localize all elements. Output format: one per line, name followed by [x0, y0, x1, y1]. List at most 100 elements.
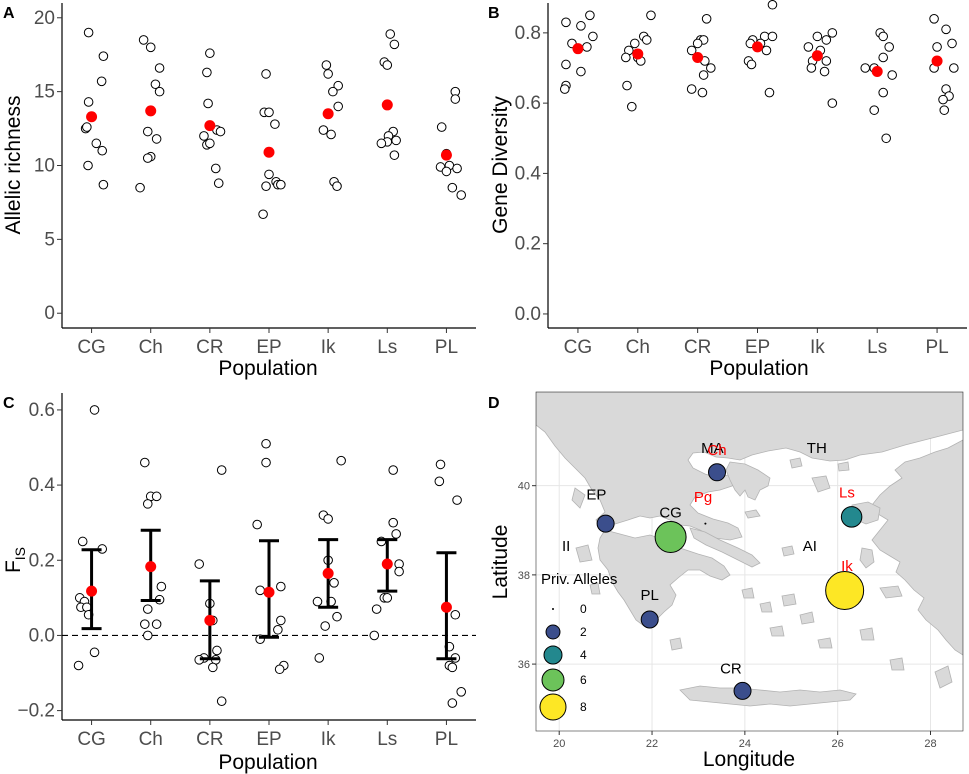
data-point-cg — [83, 160, 93, 171]
data-point-pl — [447, 182, 458, 193]
site-marker-ch — [708, 463, 727, 482]
data-point-pl — [941, 24, 951, 35]
data-point-cr — [701, 14, 712, 24]
y-tick-label: 0.8 — [515, 23, 541, 44]
mean-point-ep — [263, 586, 275, 598]
map-legend: Priv. Alleles 0 2 4 6 8 — [539, 571, 617, 721]
data-point-ls — [388, 517, 399, 528]
legend-label-6: 6 — [580, 673, 587, 687]
mean-point-ls — [381, 558, 393, 570]
data-point-cg — [98, 51, 109, 61]
site-marker-ik — [825, 570, 865, 610]
site-marker-ep — [596, 514, 615, 533]
mean-point-cr — [204, 614, 216, 626]
data-point-ch — [621, 52, 631, 63]
mean-point-ch — [145, 105, 157, 117]
site-label-pl: PL — [641, 587, 659, 604]
data-point-ls — [391, 135, 401, 146]
y-tick-label: 10 — [34, 156, 55, 177]
data-point-ik — [806, 63, 817, 73]
data-point-ep — [261, 69, 271, 79]
cyclades-6 — [817, 637, 833, 649]
panel-d-x-axis-title: Longitude — [703, 748, 795, 771]
data-point-ik — [821, 56, 832, 66]
region-label-ii: II — [562, 538, 570, 555]
mean-point-pl — [440, 149, 452, 161]
site-marker-ls — [840, 506, 863, 528]
data-point-ep — [764, 87, 775, 98]
x-tick-label-pl: PL — [435, 729, 458, 750]
data-point-ik — [812, 31, 823, 42]
data-point-cr — [194, 559, 205, 569]
data-point-ch — [629, 38, 640, 49]
y-tick-label: 0.4 — [515, 163, 542, 184]
data-point-ep — [761, 45, 772, 56]
panel-c-y-axis-title: FIS — [2, 547, 28, 573]
data-point-ls — [394, 566, 404, 577]
panel-label-d: D — [488, 395, 500, 412]
x-tick-label-pl: PL — [925, 337, 948, 358]
x-tick-label-ls: Ls — [377, 337, 397, 358]
data-point-ls — [385, 29, 396, 39]
data-point-pl — [450, 94, 461, 104]
site-label-pg: Pg — [694, 489, 712, 506]
data-point-ik — [336, 455, 346, 466]
data-point-ep — [264, 169, 274, 180]
data-point-cr — [205, 138, 215, 149]
data-point-cg — [561, 17, 571, 28]
x-tick-label-cr: CR — [196, 337, 223, 358]
data-point-pl — [435, 459, 446, 470]
map-frame — [535, 391, 964, 732]
data-point-ch — [145, 42, 156, 53]
data-point-ik — [312, 596, 323, 607]
data-point-cg — [585, 10, 595, 21]
data-point-cg — [576, 66, 586, 77]
mean-point-ls — [871, 66, 883, 78]
data-point-ep — [276, 581, 286, 592]
data-point-cr — [686, 45, 697, 56]
site-label-cg: CG — [659, 504, 682, 521]
mean-point-cg — [86, 585, 98, 597]
data-point-pl — [456, 190, 467, 200]
cyclades-3 — [781, 593, 797, 607]
site-marker-cr — [733, 681, 752, 700]
mainland-balkans — [536, 392, 963, 541]
y-tick-label: 0 — [44, 303, 55, 324]
anatolia-coast — [871, 439, 963, 656]
data-point-pl — [447, 698, 458, 708]
cyclades-2 — [759, 601, 773, 613]
panel-b-y-axis-title: Gene Diversity — [489, 96, 512, 234]
site-label-ik: Ik — [841, 558, 853, 575]
samos-island — [879, 585, 903, 599]
data-point-ik — [332, 181, 342, 191]
data-point-pl — [949, 63, 959, 73]
x-tick-label-cr: CR — [196, 729, 223, 750]
panel-a-x-axis-title: Population — [218, 357, 317, 380]
cyclades-5 — [769, 625, 785, 637]
data-point-ls — [382, 60, 393, 70]
data-point-ik — [328, 86, 338, 97]
map-y-tick-label: 38 — [518, 570, 530, 582]
data-point-cg — [82, 122, 92, 132]
x-tick-label-cr: CR — [684, 337, 711, 358]
data-point-cr — [686, 84, 697, 94]
kythira-island — [669, 637, 683, 651]
data-point-cr — [698, 70, 709, 80]
data-point-cr — [210, 163, 221, 174]
data-point-cr — [199, 131, 209, 141]
data-point-ch — [142, 153, 153, 163]
cyclades-4 — [799, 611, 815, 625]
data-point-ep — [274, 664, 285, 675]
data-point-ik — [318, 125, 329, 135]
dodecanese-2 — [889, 657, 905, 671]
mean-point-ik — [322, 567, 334, 579]
mean-point-cg — [572, 43, 584, 55]
data-point-ch — [142, 126, 153, 137]
data-point-ch — [627, 101, 637, 112]
x-tick-label-cg: CG — [77, 729, 106, 750]
data-point-cg — [98, 179, 109, 190]
data-point-pl — [452, 163, 462, 174]
corfu-island — [571, 487, 586, 509]
site-marker-cg — [654, 520, 687, 553]
data-point-ch — [150, 79, 161, 90]
